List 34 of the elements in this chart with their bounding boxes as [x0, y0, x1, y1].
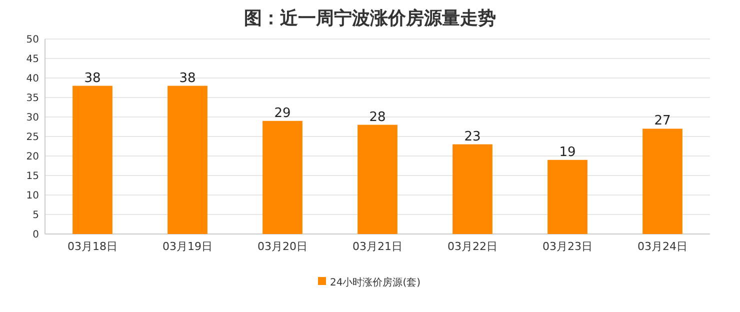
x-tick-label: 03月22日 [448, 240, 498, 253]
legend-label: 24小时涨价房源(套) [330, 276, 421, 288]
y-tick-label: 25 [26, 132, 39, 143]
bar [358, 124, 398, 234]
bar [548, 160, 588, 234]
y-tick-label: 20 [26, 152, 39, 162]
chart-title: 图：近一周宁波涨价房源量走势 [244, 8, 496, 29]
bar [168, 86, 208, 234]
y-tick-label: 10 [26, 190, 39, 202]
y-tick-label: 30 [26, 112, 39, 124]
x-tick-label: 03月19日 [162, 240, 212, 253]
data-label: 28 [369, 110, 386, 125]
x-tick-label: 03月20日 [258, 240, 308, 253]
y-tick-label: 35 [26, 93, 39, 104]
data-label: 23 [464, 129, 481, 144]
x-tick-label: 03月21日 [352, 240, 402, 253]
y-tick-label: 50 [26, 34, 39, 46]
data-label: 38 [84, 70, 101, 86]
y-tick-label: 40 [26, 74, 39, 84]
bar [72, 86, 112, 234]
y-tick-label: 15 [26, 171, 39, 182]
data-label: 38 [179, 70, 196, 86]
bar [262, 120, 302, 234]
data-label: 27 [654, 114, 671, 129]
y-tick-label: 45 [26, 54, 39, 65]
data-label: 19 [559, 144, 576, 160]
x-tick-label: 03月18日 [68, 240, 118, 253]
bar [642, 128, 682, 234]
x-tick-label: 03月24日 [638, 240, 688, 253]
data-label: 29 [274, 106, 291, 121]
y-tick-label: 5 [32, 210, 39, 221]
y-tick-label: 0 [32, 230, 39, 240]
bar [452, 144, 492, 234]
x-tick-label: 03月23日 [542, 240, 592, 253]
